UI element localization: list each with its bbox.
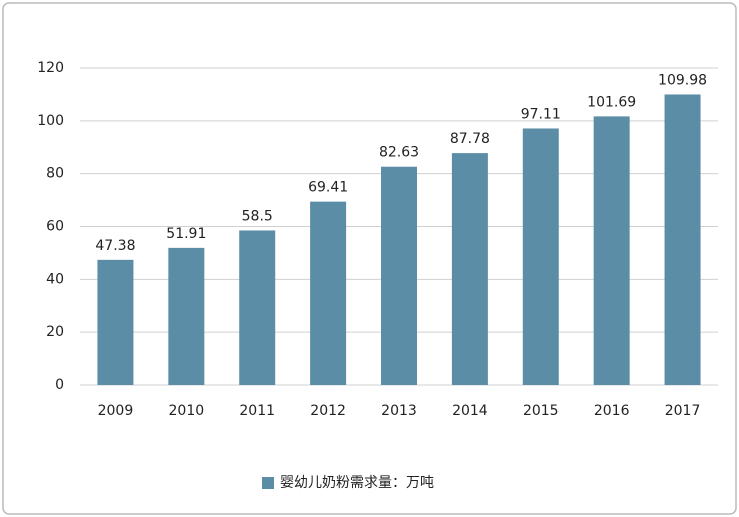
x-tick-label: 2012	[310, 403, 346, 419]
value-label: 101.69	[587, 94, 636, 110]
y-tick-label: 120	[37, 60, 64, 76]
x-tick-label: 2014	[452, 403, 488, 419]
x-tick-label: 2016	[594, 403, 630, 419]
bar	[97, 259, 134, 385]
x-tick-label: 2017	[665, 403, 701, 419]
value-label: 69.41	[308, 180, 348, 196]
x-tick-label: 2011	[239, 403, 275, 419]
y-tick-label: 20	[46, 324, 64, 340]
value-label: 87.78	[450, 131, 490, 147]
bar	[239, 230, 276, 385]
y-tick-label: 0	[55, 377, 64, 393]
y-tick-label: 60	[46, 219, 64, 235]
x-tick-label: 2010	[169, 403, 205, 419]
bar	[451, 153, 488, 385]
y-tick-label: 100	[37, 113, 64, 129]
bar	[593, 116, 630, 385]
value-label: 109.98	[658, 72, 707, 88]
legend-swatch	[262, 477, 274, 489]
value-label: 58.5	[242, 208, 273, 224]
y-tick-label: 80	[46, 166, 64, 182]
x-tick-label: 2015	[523, 403, 559, 419]
value-label: 51.91	[166, 226, 206, 242]
bar	[381, 166, 417, 385]
bar	[664, 94, 701, 386]
value-label: 82.63	[379, 145, 419, 161]
value-label: 47.38	[95, 238, 135, 254]
bar	[168, 247, 205, 385]
value-label: 97.11	[521, 106, 561, 122]
bar	[522, 128, 559, 385]
y-tick-label: 40	[46, 271, 64, 287]
legend-label: 婴幼儿奶粉需求量：万吨	[280, 475, 434, 491]
x-tick-label: 2009	[98, 403, 134, 419]
x-tick-label: 2013	[381, 403, 417, 419]
bar	[310, 201, 347, 385]
